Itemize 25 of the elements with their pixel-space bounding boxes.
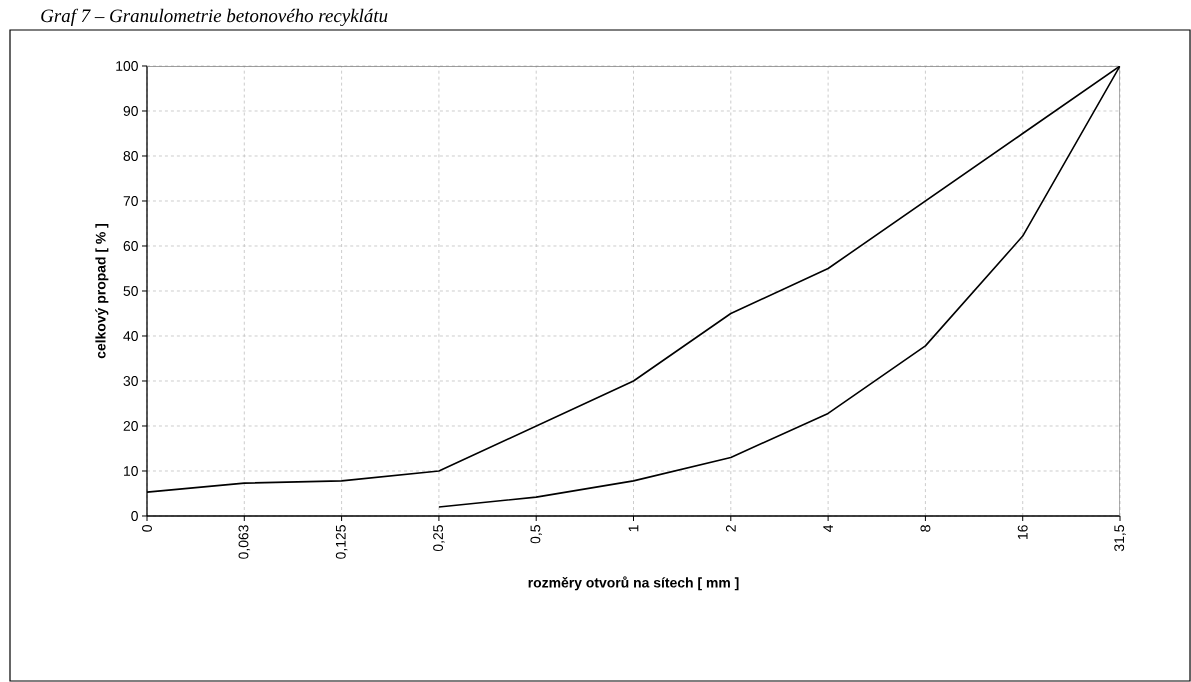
y-tick-label: 20 — [123, 421, 138, 431]
y-tick-label: 10 — [124, 466, 138, 476]
y-tick-label: 90 — [123, 106, 138, 116]
x-tick-label: 2 — [725, 525, 736, 532]
x-tick-label: 0,125 — [335, 525, 348, 559]
y-tick-label: 0 — [131, 511, 138, 521]
y-tick-label: 60 — [123, 241, 138, 251]
y-tick-label: 100 — [116, 61, 138, 71]
x-tick-label: 1 — [628, 525, 639, 532]
x-tick-label: 0 — [142, 525, 152, 532]
x-tick-label: 0,25 — [433, 525, 445, 552]
x-tick-label: 16 — [1017, 525, 1028, 539]
y-axis-title: celkový propad [ % ] — [95, 223, 109, 359]
y-tick-label: 40 — [123, 331, 138, 341]
y-tick-label: 30 — [123, 376, 138, 386]
x-tick-label: 0,5 — [530, 525, 542, 544]
y-tick-label: 70 — [123, 196, 138, 206]
chart-title: Graf 7 – Granulometrie betonového recyklátu — [41, 8, 388, 27]
x-tick-label: 8 — [920, 525, 931, 532]
x-tick-label: 31,5 — [1114, 525, 1126, 552]
y-tick-label: 80 — [123, 151, 138, 161]
x-tick-label: 4 — [823, 524, 833, 532]
x-tick-label: 0,063 — [238, 525, 251, 559]
x-axis-title: rozměry otvorů na sítech [ mm ] — [528, 576, 739, 591]
y-tick-label: 50 — [123, 286, 138, 296]
